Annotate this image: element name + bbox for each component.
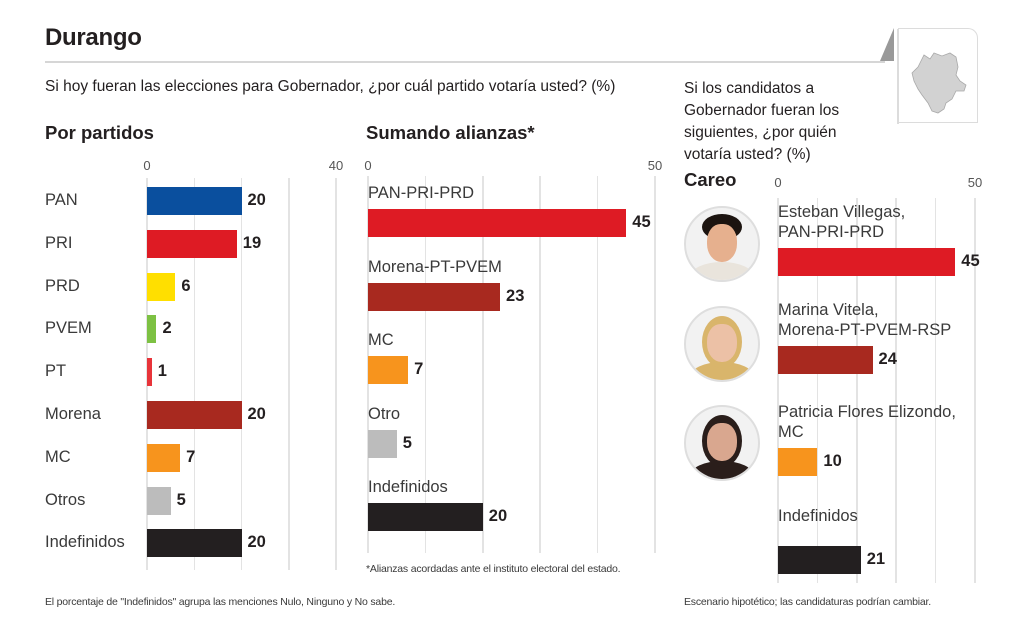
- data-label: 19: [242, 233, 262, 252]
- data-label: 6: [181, 276, 191, 295]
- bar-mc: [147, 443, 181, 472]
- bar-morena: [147, 401, 242, 429]
- axis-tick-label: 50: [647, 158, 663, 173]
- category-label: MC: [45, 447, 71, 466]
- category-label: Otros: [45, 490, 86, 509]
- bar-indefinidos: [147, 529, 242, 558]
- axis-tick-label: 40: [328, 158, 344, 173]
- category-label: Indefinidos: [778, 507, 858, 525]
- data-label: 7: [186, 447, 196, 466]
- data-label: 1: [157, 362, 167, 381]
- category-label: PVEM: [45, 319, 92, 338]
- party-question: Si hoy fueran las elecciones para Gobern…: [45, 78, 616, 95]
- gridline: [934, 198, 937, 583]
- data-label: 21: [866, 550, 886, 568]
- data-label: 45: [632, 213, 651, 231]
- category-label: Otro: [368, 404, 401, 423]
- durango-state-map-icon: [897, 28, 978, 124]
- bar-indefinidos: [778, 546, 861, 574]
- bar-pt: [147, 358, 152, 387]
- gridline: [596, 176, 599, 553]
- category-label: PAN: [45, 191, 78, 209]
- gridline: [654, 176, 656, 553]
- axis-tick-label: 0: [143, 158, 151, 173]
- bar-morena-pt-pvem: [368, 282, 501, 311]
- chart-title-careo: Careo: [684, 169, 737, 190]
- page-title: Durango: [45, 24, 142, 51]
- candidate-photo-patricia-flores: [684, 405, 760, 481]
- bar-pvem: [147, 315, 157, 344]
- category-label: MC: [368, 331, 394, 349]
- axis-tick-label: 0: [364, 158, 372, 173]
- bar-otros: [147, 486, 171, 515]
- data-label: 5: [402, 433, 412, 452]
- category-label: Indefinidos: [45, 533, 125, 552]
- gridline: [288, 178, 290, 570]
- category-label: Morena: [45, 405, 101, 423]
- axis-tick-label: 0: [774, 175, 782, 190]
- bar-prd: [147, 272, 176, 301]
- axis-tick-label: 50: [967, 175, 983, 190]
- note-indefinidos: El porcentaje de "Indefinidos" agrupa la…: [45, 596, 396, 608]
- bar-patricia-flores-elizondo-mc: [778, 448, 818, 476]
- category-label: PRD: [45, 276, 80, 295]
- gridline: [335, 178, 337, 570]
- gridline: [193, 178, 195, 570]
- chart-title-sumando-alianzas: Sumando alianzas*: [366, 122, 535, 143]
- category-label: PAN-PRI-PRD: [368, 184, 475, 202]
- corner-fold-decoration: [880, 28, 894, 61]
- category-label: Morena-PT-PVEM: [368, 257, 502, 276]
- category-label: Marina Vitela,: [778, 301, 879, 319]
- bar-pri: [147, 229, 237, 258]
- bar-pan: [147, 187, 242, 215]
- candidate-question: Si los candidatos a Gobernador fueran lo…: [684, 80, 840, 163]
- bar-indefinidos: [368, 503, 483, 531]
- data-label: 2: [162, 319, 172, 338]
- data-label: 20: [488, 507, 508, 525]
- bar-otro: [368, 429, 397, 458]
- gridline: [895, 198, 897, 583]
- candidate-photo-esteban-villegas: [684, 206, 760, 282]
- gridline: [816, 198, 819, 583]
- category-label: Patricia Flores Elizondo,: [778, 403, 956, 421]
- category-label: Esteban Villegas,: [778, 203, 906, 221]
- bar-marina-vitela-morena-pt-pvem-rsp: [778, 346, 873, 374]
- gridline: [240, 178, 243, 570]
- data-label: 20: [247, 191, 266, 209]
- data-label: 10: [823, 452, 842, 470]
- chart-title-por-partidos: Por partidos: [45, 122, 154, 143]
- data-label: 23: [506, 286, 525, 305]
- data-label: 45: [961, 252, 980, 270]
- category-label: Indefinidos: [368, 478, 448, 496]
- note-alianzas: *Alianzas acordadas ante el instituto el…: [366, 563, 621, 575]
- data-label: 24: [878, 350, 897, 368]
- gridline: [539, 176, 541, 553]
- candidate-photo-marina-vitela: [684, 306, 760, 382]
- bar-esteban-villegas-pan-pri-prd: [778, 248, 956, 276]
- bar-pan-pri-prd: [368, 209, 627, 237]
- category-label: PRI: [45, 233, 73, 252]
- gridline: [777, 198, 779, 583]
- category-label: PT: [45, 362, 67, 381]
- bar-mc: [368, 356, 409, 384]
- gridline: [424, 176, 427, 553]
- gridline: [974, 198, 976, 583]
- data-label: 20: [247, 405, 266, 423]
- gridline: [482, 176, 484, 553]
- category-label: Morena-PT-PVEM-RSP: [778, 321, 952, 339]
- data-label: 20: [247, 533, 266, 552]
- title-divider: [45, 61, 885, 63]
- data-label: 5: [176, 490, 186, 509]
- category-label: PAN-PRI-PRD: [778, 223, 885, 241]
- category-label: MC: [778, 423, 804, 441]
- data-label: 7: [414, 360, 424, 378]
- gridline: [856, 198, 858, 583]
- note-escenario: Escenario hipotético; las candidaturas p…: [684, 596, 931, 608]
